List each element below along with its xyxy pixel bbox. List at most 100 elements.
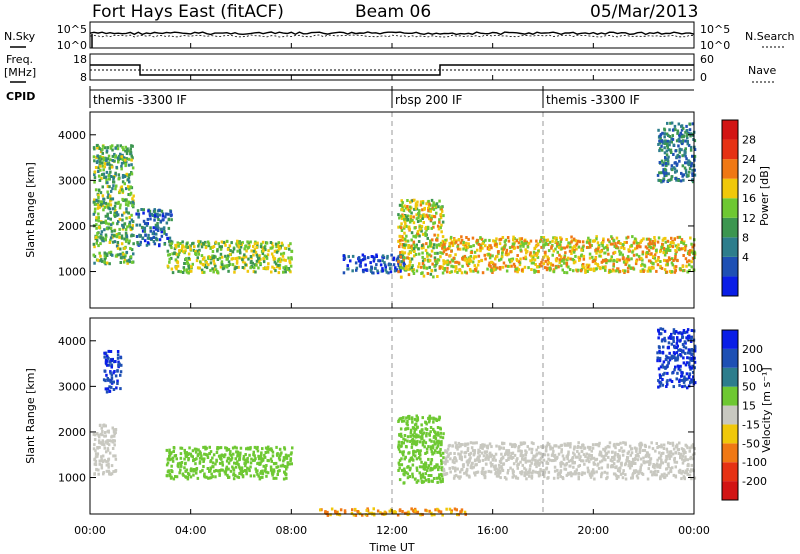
scatter-cell (527, 471, 530, 475)
scatter-cell (407, 252, 410, 256)
scatter-cell (591, 255, 594, 259)
scatter-cell (125, 250, 129, 254)
scatter-cell (413, 249, 416, 253)
scatter-cell (145, 223, 149, 227)
scatter-cell (670, 241, 674, 245)
scatter-cell (454, 253, 457, 257)
scatter-cell (679, 364, 682, 368)
scatter-cell (580, 254, 583, 258)
scatter-cell (96, 159, 99, 163)
scatter-cell (681, 461, 685, 465)
scatter-cell (519, 244, 522, 248)
scatter-cell (454, 441, 457, 445)
scatter-cell (214, 264, 217, 268)
scatter-cell (100, 463, 103, 467)
scatter-cell (197, 452, 200, 456)
scatter-cell (415, 245, 418, 249)
scatter-cell (234, 465, 238, 469)
scatter-cell (685, 171, 688, 175)
scatter-cell (166, 461, 170, 465)
scatter-cell (438, 465, 441, 469)
scatter-cell (103, 355, 106, 359)
scatter-cell (596, 247, 600, 251)
scatter-cell (401, 510, 404, 513)
scatter-cell (174, 243, 177, 247)
scatter-cell (675, 139, 679, 143)
scatter-cell (422, 266, 426, 270)
scatter-cell (109, 203, 113, 207)
scatter-cell (168, 472, 172, 476)
scatter-cell (247, 257, 250, 261)
scatter-cell (154, 223, 158, 227)
scatter-cell (110, 385, 113, 389)
scatter-cell (442, 456, 445, 460)
scatter-cell (259, 471, 262, 475)
scatter-cell (627, 460, 631, 463)
scatter-cell (586, 266, 589, 270)
scatter-cell (106, 359, 109, 363)
scatter-cell (466, 449, 470, 452)
scatter-cell (656, 351, 659, 355)
scatter-cell (93, 443, 96, 447)
scatter-cell (276, 259, 280, 263)
scatter-cell (260, 453, 263, 457)
scatter-cell (555, 244, 559, 248)
scatter-cell (684, 455, 687, 459)
scatter-cell (641, 449, 645, 452)
scatter-cell (259, 245, 263, 249)
scatter-cell (589, 267, 593, 271)
scatter-cell (410, 442, 414, 446)
scatter-cell (270, 270, 273, 274)
scatter-cell (495, 474, 499, 478)
scatter-cell (397, 264, 401, 268)
scatter-cell (433, 513, 436, 517)
scatter-cell (460, 455, 463, 459)
scatter-cell (427, 420, 431, 424)
scatter-cell (661, 242, 664, 246)
scatter-cell (421, 465, 424, 469)
scatter-cell (466, 264, 470, 268)
scatter-cell (107, 193, 110, 197)
scatter-cell (430, 450, 434, 454)
scatter-cell (637, 244, 640, 248)
scatter-cell (371, 255, 375, 259)
scatter-cell (648, 266, 651, 270)
scatter-cell (489, 264, 492, 268)
scatter-cell (463, 254, 467, 258)
scatter-cell (575, 242, 579, 246)
scatter-cell (222, 240, 225, 244)
scatter-cell (687, 259, 691, 263)
scatter-cell (131, 200, 135, 204)
scatter-cell (191, 262, 194, 266)
scatter-cell (663, 472, 666, 476)
scatter-cell (129, 147, 132, 151)
scatter-cell (665, 164, 668, 167)
scatter-cell (658, 139, 661, 143)
scatter-cell (661, 327, 665, 331)
scatter-cell (408, 209, 412, 213)
scatter-cell (515, 239, 518, 243)
scatter-cell (117, 253, 120, 257)
scatter-cell (190, 269, 193, 273)
scatter-cell (407, 267, 410, 271)
scatter-cell (186, 477, 190, 481)
scatter-cell (195, 471, 198, 475)
scatter-cell (501, 455, 505, 459)
scatter-cell (379, 263, 383, 267)
scatter-cell (218, 256, 222, 260)
scatter-cell (116, 350, 120, 353)
scatter-cell (413, 439, 416, 443)
scatter-cell (407, 451, 410, 455)
scatter-cell (523, 466, 526, 470)
scatter-cell (403, 219, 406, 223)
scatter-cell (104, 237, 107, 241)
scatter-cell (677, 331, 680, 335)
scatter-cell (485, 462, 488, 466)
scatter-cell (449, 470, 452, 474)
scatter-cell (420, 265, 423, 269)
scatter-cell (269, 457, 273, 461)
scatter-cell (671, 128, 675, 132)
scatter-cell (187, 458, 190, 462)
scatter-cell (227, 269, 230, 273)
scatter-cell (487, 263, 491, 267)
